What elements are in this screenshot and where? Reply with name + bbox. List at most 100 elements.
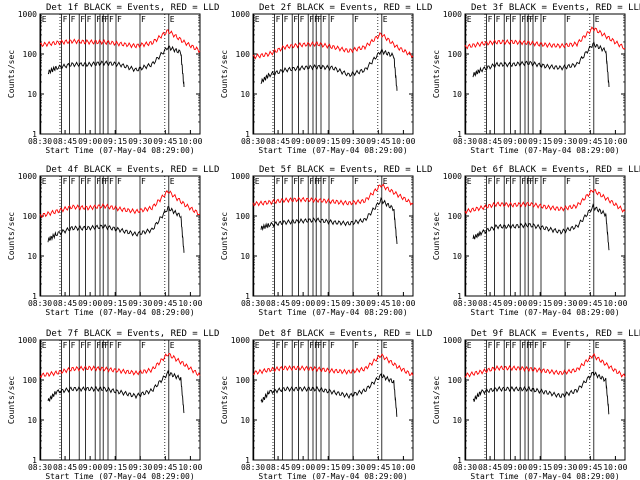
- series-events: [47, 369, 185, 414]
- series-events: [47, 44, 185, 88]
- flag-label: F: [96, 341, 101, 350]
- flag-label: F: [512, 177, 517, 186]
- x-axis-label: Start Time (07-May-04 08:29:00): [45, 146, 194, 155]
- y-tick-label: 100: [236, 50, 251, 59]
- flag-label: F: [71, 341, 76, 350]
- flag-label: F: [488, 341, 493, 350]
- y-tick-label: 1: [32, 130, 37, 139]
- flag-label: F: [322, 177, 327, 186]
- y-tick-label: 1000: [18, 336, 37, 345]
- y-tick-label: 1: [245, 130, 250, 139]
- x-tick-label: 10:00: [391, 463, 415, 472]
- flag-label: F: [96, 177, 101, 186]
- x-tick-label: 09:15: [528, 299, 552, 308]
- flag-label: E: [383, 341, 388, 350]
- flag-label: E: [42, 177, 47, 186]
- flag-label: F: [542, 341, 547, 350]
- x-tick-label: 09:00: [503, 137, 527, 146]
- flag-label: F: [63, 15, 68, 24]
- series-lld: [464, 26, 626, 50]
- plot-frame: [252, 175, 414, 297]
- y-tick-label: 1000: [443, 10, 462, 19]
- flag-label: F: [317, 177, 322, 186]
- x-tick-label: 09:30: [341, 137, 365, 146]
- plot-frame: [39, 175, 201, 297]
- flag-label: F: [80, 177, 85, 186]
- x-tick-label: 09:30: [341, 463, 365, 472]
- flag-label: F: [505, 177, 510, 186]
- series-events: [472, 371, 610, 415]
- x-tick-label: 10:00: [603, 137, 627, 146]
- x-tick-label: 09:30: [128, 463, 152, 472]
- x-tick-label: 08:45: [266, 299, 290, 308]
- flag-label: F: [505, 341, 510, 350]
- y-axis-label: Counts/sec: [7, 376, 16, 424]
- x-tick-label: 09:15: [316, 299, 340, 308]
- y-axis-label: Counts/sec: [7, 50, 16, 98]
- flag-label: F: [521, 341, 526, 350]
- flag-label: F: [96, 15, 101, 24]
- flag-label: F: [71, 15, 76, 24]
- flag-label: F: [104, 15, 109, 24]
- x-tick-label: 08:45: [266, 137, 290, 146]
- series-events: [472, 203, 610, 251]
- flag-label: F: [529, 341, 534, 350]
- flag-label: F: [141, 341, 146, 350]
- series-lld: [252, 32, 414, 60]
- x-tick-label: 09:15: [103, 463, 127, 472]
- flag-label: F: [542, 177, 547, 186]
- x-tick-label: 10:00: [178, 137, 202, 146]
- flag-label: F: [534, 15, 539, 24]
- series-events: [47, 205, 185, 253]
- y-axis-label: Counts/sec: [7, 212, 16, 260]
- flag-label: E: [467, 177, 472, 186]
- x-tick-label: 08:45: [478, 137, 502, 146]
- flag-label: F: [521, 177, 526, 186]
- flag-label: E: [383, 177, 388, 186]
- panel-title: Det 1f BLACK = Events, RED = LLD: [46, 3, 219, 13]
- series-events: [472, 41, 610, 88]
- y-tick-label: 10: [452, 416, 462, 425]
- y-tick-label: 1: [32, 292, 37, 301]
- x-tick-label: 09:00: [78, 463, 102, 472]
- x-tick-label: 09:30: [553, 299, 577, 308]
- x-tick-label: 09:30: [128, 137, 152, 146]
- series-lld: [252, 353, 414, 376]
- series-lld: [39, 352, 201, 379]
- flag-label: F: [566, 341, 571, 350]
- flag-label: F: [276, 15, 281, 24]
- flag-label: F: [300, 177, 305, 186]
- y-tick-label: 10: [240, 90, 250, 99]
- flag-label: F: [521, 15, 526, 24]
- flag-label: F: [322, 341, 327, 350]
- flag-label: E: [467, 341, 472, 350]
- flag-label: E: [255, 15, 260, 24]
- plot-frame: [464, 175, 626, 297]
- flag-label: F: [141, 177, 146, 186]
- x-tick-label: 09:30: [341, 299, 365, 308]
- x-tick-label: 09:00: [78, 137, 102, 146]
- y-tick-label: 1: [457, 292, 462, 301]
- y-tick-label: 1: [32, 456, 37, 465]
- series-lld: [464, 352, 626, 378]
- plot-frame: [252, 339, 414, 461]
- panel-title: Det 4f BLACK = Events, RED = LLD: [46, 165, 219, 175]
- flag-label: F: [293, 341, 298, 350]
- flag-label: F: [63, 177, 68, 186]
- flag-label: F: [117, 341, 122, 350]
- y-tick-label: 1: [457, 130, 462, 139]
- x-tick-label: 08:30: [28, 137, 52, 146]
- flag-label: F: [505, 15, 510, 24]
- x-tick-label: 08:30: [28, 299, 52, 308]
- x-tick-label: 08:45: [478, 299, 502, 308]
- flag-label: F: [496, 177, 501, 186]
- x-tick-label: 09:30: [553, 137, 577, 146]
- y-tick-label: 100: [448, 50, 463, 59]
- x-tick-label: 09:45: [366, 137, 390, 146]
- x-tick-label: 09:45: [366, 463, 390, 472]
- flag-label: F: [293, 177, 298, 186]
